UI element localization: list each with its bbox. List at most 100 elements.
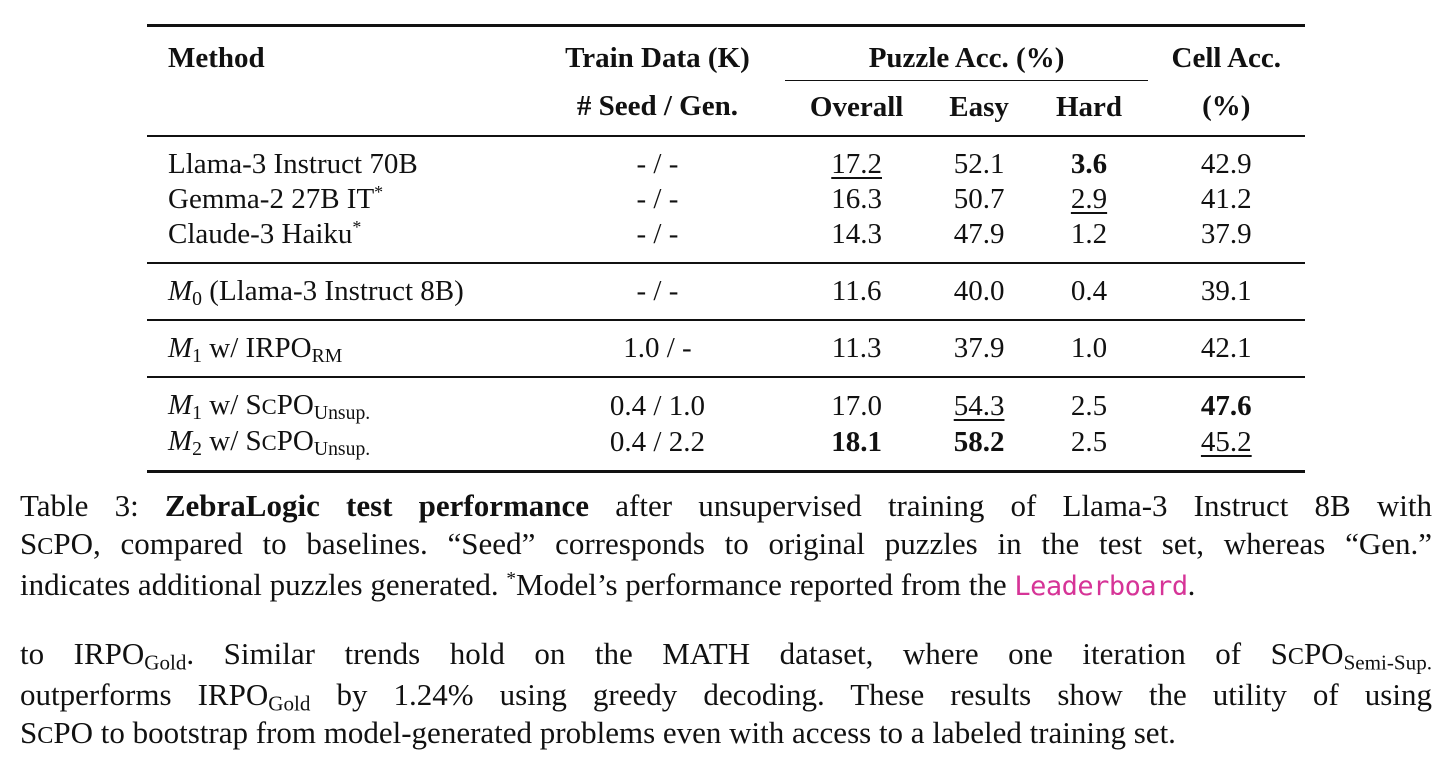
train-cell: 1.0 / - <box>623 332 692 364</box>
method-name: w/ <box>202 389 246 421</box>
cell-acc-cell: 37.9 <box>1200 218 1252 250</box>
method-cell: Llama-3 Instruct 70B <box>147 136 529 182</box>
method-cell: Claude-3 Haiku* <box>147 217 529 263</box>
hard-cell: 2.5 <box>1070 425 1108 458</box>
cell-acc-value: 45.2 <box>1200 425 1252 458</box>
method-subscript: Unsup. <box>313 401 371 424</box>
hard-cell: 2.5 <box>1070 389 1108 422</box>
body-text: . Similar trends hold on the MATH datase… <box>186 636 1271 671</box>
cell-acc-cell: 42.9 <box>1200 148 1252 180</box>
table-row: Claude-3 Haiku* - / - 14.3 47.9 1.2 37.9 <box>147 217 1305 263</box>
method-name: w/ <box>202 425 246 457</box>
header-hard: Hard <box>1030 80 1148 136</box>
smallcaps-rest: PO <box>1303 636 1344 671</box>
overall-cell: 16.3 <box>831 183 882 215</box>
smallcaps-C: C <box>37 533 54 560</box>
method-name: w/ IRPO <box>202 332 312 364</box>
train-cell: - / - <box>636 183 679 215</box>
cell-acc-cell: 45.2 <box>1148 424 1305 472</box>
model-symbol: M <box>168 425 193 457</box>
easy-cell: 58.2 <box>953 425 1005 458</box>
train-cell: 0.4 / 1.0 <box>609 389 705 422</box>
hard-cell: 0.4 <box>1070 275 1108 307</box>
smallcaps-S: S <box>20 715 38 750</box>
asterisk-marker: * <box>374 182 384 203</box>
body-text: PO to bootstrap from model-generated pro… <box>53 715 1176 750</box>
body-text: to IRPO <box>20 636 145 671</box>
overall-cell: 17.0 <box>831 389 882 422</box>
header-row-2: # Seed / Gen. Overall Easy Hard (%) <box>147 80 1305 137</box>
hard-value: 2.9 <box>1070 183 1108 215</box>
train-cell: - / - <box>636 218 679 250</box>
hard-cell: 1.2 <box>1070 218 1108 250</box>
smallcaps-rest: PO <box>276 425 314 457</box>
model-index: 1 <box>192 344 203 367</box>
table-row: M1 w/ IRPORM 1.0 / - 11.3 37.9 1.0 42.1 <box>147 320 1305 377</box>
body-paragraph: to IRPOGold. Similar trends hold on the … <box>20 635 1432 755</box>
results-table-container: Method Train Data (K) Puzzle Acc. (%) Ce… <box>147 24 1305 473</box>
method-name: Llama-3 Instruct 70B <box>168 148 418 180</box>
method-cell: M2 w/ SCPOUnsup. <box>147 424 529 472</box>
table-row: Gemma-2 27B IT* - / - 16.3 50.7 2.9 41.2 <box>147 182 1305 217</box>
easy-cell: 52.1 <box>953 148 1005 180</box>
smallcaps-rest: PO <box>53 526 94 561</box>
table-row: Llama-3 Instruct 70B - / - 17.2 52.1 3.6… <box>147 136 1305 182</box>
semi-sup-subscript: Semi-Sup. <box>1343 650 1432 675</box>
results-table: Method Train Data (K) Puzzle Acc. (%) Ce… <box>147 24 1305 473</box>
table-row: M1 w/ SCPOUnsup. 0.4 / 1.0 17.0 54.3 2.5… <box>147 377 1305 424</box>
gold-subscript: Gold <box>144 650 187 675</box>
overall-cell: 17.2 <box>785 136 927 182</box>
header-method: Method <box>168 41 265 74</box>
overall-cell: 14.3 <box>831 218 882 250</box>
cell-acc-cell: 42.1 <box>1200 332 1252 364</box>
smallcaps-C: C <box>37 722 54 749</box>
overall-value: 17.2 <box>831 148 882 180</box>
body-text: outperforms IRPO <box>20 677 269 712</box>
caption-text: indicates additional puzzles generated. <box>20 567 507 602</box>
cell-acc-cell: 41.2 <box>1200 183 1252 215</box>
overall-cell: 11.6 <box>831 275 882 307</box>
header-puzzle-acc: Puzzle Acc. (%) <box>785 26 1147 81</box>
caption-period: . <box>1187 567 1196 602</box>
asterisk-marker: * <box>506 568 516 590</box>
body-line-3: SCPO to bootstrap from model-generated p… <box>20 714 1432 755</box>
table-row: M2 w/ SCPOUnsup. 0.4 / 2.2 18.1 58.2 2.5… <box>147 424 1305 472</box>
header-easy: Easy <box>927 80 1031 136</box>
smallcaps-S: S <box>20 526 38 561</box>
header-puzzle-acc-label: Puzzle Acc. (%) <box>868 41 1065 74</box>
table-caption: Table 3: ZebraLogic test performance aft… <box>20 487 1432 606</box>
header-train-data: Train Data (K) <box>565 41 750 74</box>
easy-value: 54.3 <box>953 389 1005 422</box>
model-symbol: M <box>168 275 193 307</box>
hard-cell: 1.0 <box>1070 332 1108 364</box>
table-row: M0 (Llama-3 Instruct 8B) - / - 11.6 40.0… <box>147 263 1305 320</box>
method-cell: Gemma-2 27B IT* <box>147 182 529 217</box>
cell-acc-cell: 47.6 <box>1200 389 1252 422</box>
method-name: Claude-3 Haiku <box>168 218 353 250</box>
easy-cell: 54.3 <box>928 377 1031 424</box>
method-subscript: Unsup. <box>313 437 371 460</box>
header-overall: Overall <box>785 80 928 136</box>
gold-subscript: Gold <box>268 691 311 716</box>
leaderboard-link[interactable]: Leaderboard <box>1014 571 1188 602</box>
header-seed-gen: # Seed / Gen. <box>576 90 738 123</box>
caption-text: Model’s performance reported from the <box>515 567 1015 602</box>
model-index: 0 <box>192 287 203 310</box>
easy-cell: 47.9 <box>953 218 1005 250</box>
hard-cell: 2.9 <box>1030 182 1147 217</box>
asterisk-marker: * <box>352 217 362 238</box>
smallcaps-C: C <box>1287 643 1304 670</box>
model-index: 1 <box>192 401 203 424</box>
model-symbol: M <box>168 332 193 364</box>
method-cell: M1 w/ SCPOUnsup. <box>147 377 529 424</box>
caption-text: , compared to baselines. “Seed” correspo… <box>93 526 1432 561</box>
method-name: (Llama-3 Instruct 8B) <box>202 275 464 307</box>
easy-cell: 50.7 <box>953 183 1005 215</box>
cell-acc-cell: 39.1 <box>1200 275 1252 307</box>
body-line-1: to IRPOGold. Similar trends hold on the … <box>20 635 1432 676</box>
easy-cell: 40.0 <box>953 275 1005 307</box>
method-subscript: RM <box>311 344 343 367</box>
caption-label: Table 3: <box>20 488 139 523</box>
train-cell: 0.4 / 2.2 <box>609 425 705 458</box>
header-method-blank <box>147 81 529 137</box>
